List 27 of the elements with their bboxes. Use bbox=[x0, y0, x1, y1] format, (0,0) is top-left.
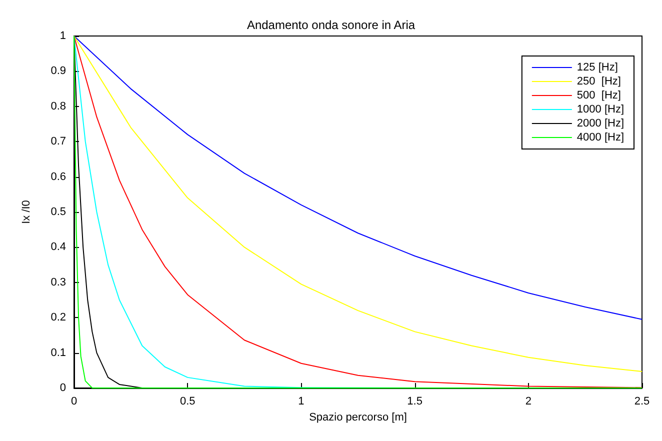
y-tick-label: 0.6 bbox=[50, 170, 66, 183]
y-tick-label: 0.3 bbox=[50, 276, 66, 288]
y-tick-label: 0.2 bbox=[50, 312, 66, 324]
x-tick-label: 0.5 bbox=[180, 396, 196, 408]
y-tick-label: 0.9 bbox=[50, 65, 66, 78]
x-axis-title: Spazio percorso [m] bbox=[309, 412, 407, 424]
y-tick-label: 0 bbox=[60, 382, 66, 394]
x-tick-label: 2 bbox=[525, 396, 532, 408]
y-tick-label: 0.4 bbox=[50, 241, 66, 254]
y-axis-title: Ix /I0 bbox=[20, 200, 32, 224]
line-series bbox=[74, 36, 642, 320]
y-tick-label: 0.1 bbox=[50, 346, 66, 359]
legend-label: 125 [Hz] bbox=[576, 62, 618, 74]
x-tick-label: 2.5 bbox=[634, 396, 650, 408]
legend-label: 1000 [Hz] bbox=[576, 104, 624, 116]
legend-label: 2000 [Hz] bbox=[576, 118, 624, 130]
legend-label: 500 [Hz] bbox=[576, 90, 621, 102]
y-tick-label: 0.7 bbox=[50, 136, 66, 148]
x-tick-label: 1 bbox=[298, 396, 304, 408]
y-tick-label: 1 bbox=[60, 30, 66, 42]
y-tick-label: 0.8 bbox=[50, 100, 66, 112]
x-tick-label: 1.5 bbox=[407, 396, 422, 408]
legend-label: 4000 [Hz] bbox=[576, 132, 624, 144]
chart-title: Andamento onda sonore in Aria bbox=[246, 18, 416, 32]
x-tick-label: 0 bbox=[70, 396, 78, 408]
legend-label: 250 [Hz] bbox=[576, 76, 621, 88]
y-tick-label: 0.5 bbox=[50, 206, 66, 218]
